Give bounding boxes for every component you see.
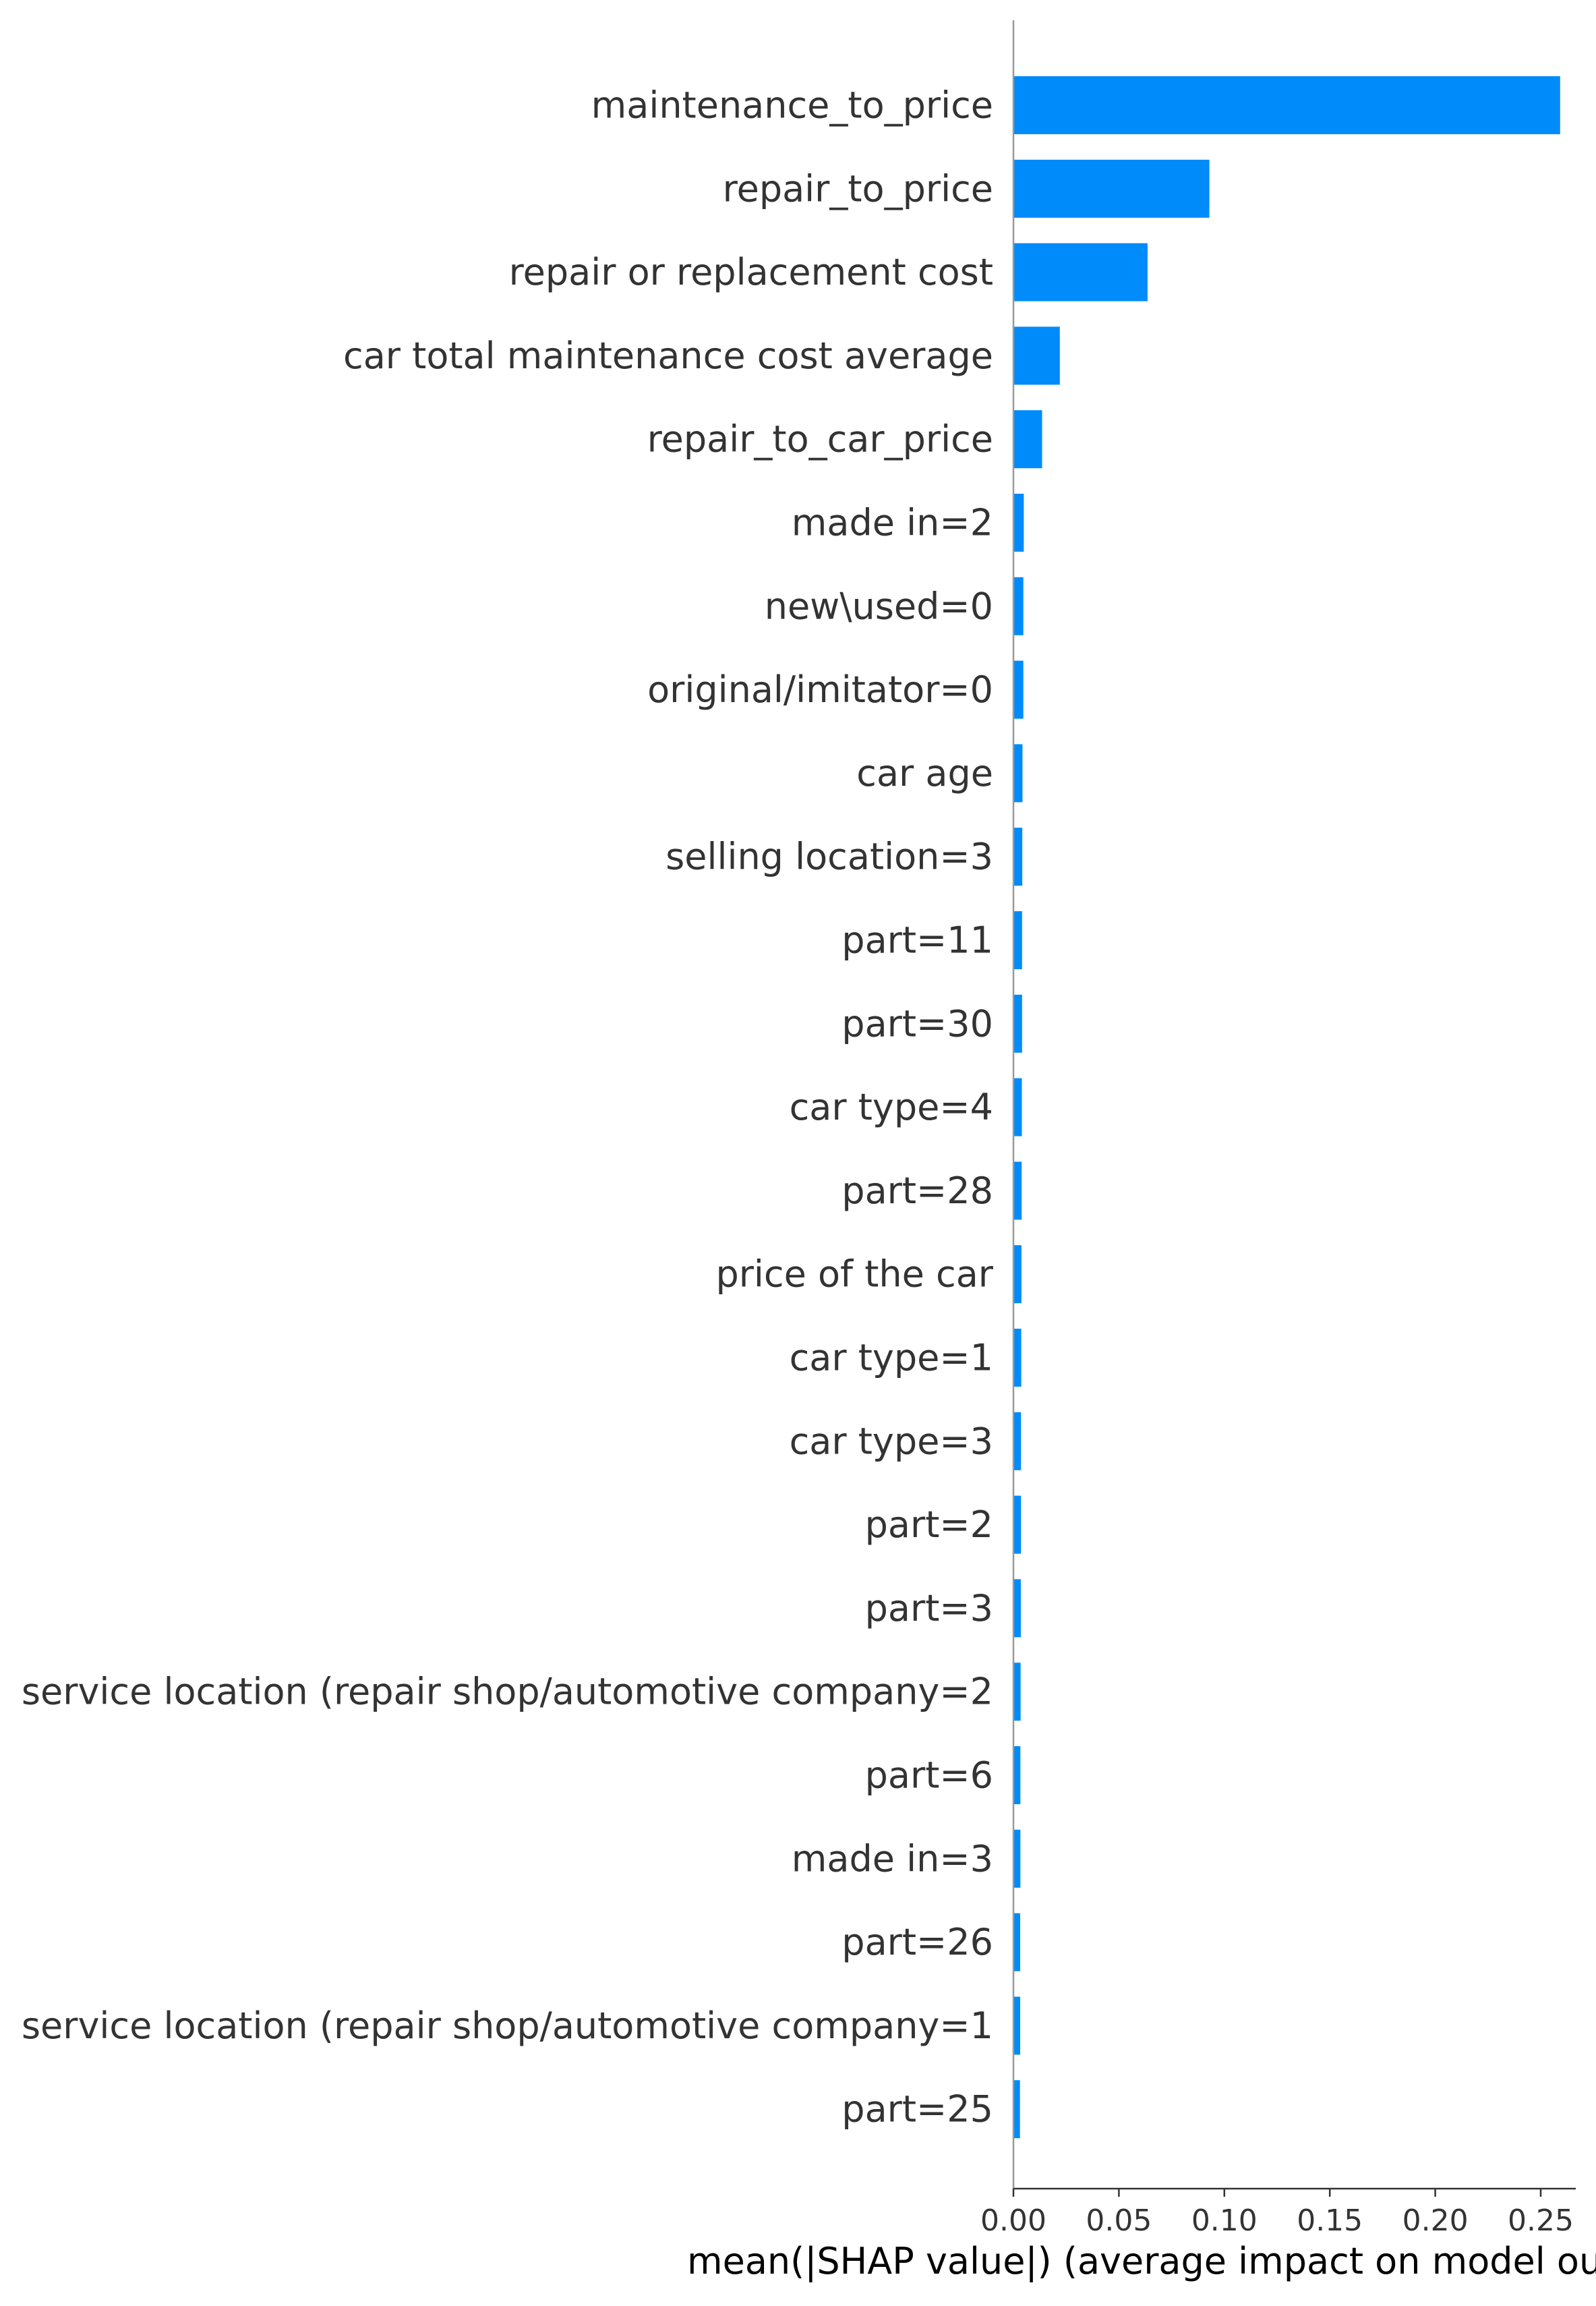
bar xyxy=(1013,994,1022,1053)
bar xyxy=(1013,1829,1021,1888)
bar xyxy=(1013,1913,1021,1971)
category-label: made in=3 xyxy=(792,1837,993,1880)
category-labels: maintenance_to_price repair_to_pricerepai… xyxy=(22,84,994,2131)
category-label: part=6 xyxy=(865,1754,993,1797)
category-label: car age xyxy=(856,752,993,795)
category-label: repair_to_price xyxy=(723,167,993,210)
category-label: part=25 xyxy=(841,2088,993,2131)
bars-layer xyxy=(1013,76,1560,2139)
bar xyxy=(1013,1078,1022,1136)
bar xyxy=(1013,326,1060,385)
category-label: part=11 xyxy=(841,919,993,962)
category-label: part=28 xyxy=(841,1170,993,1212)
bar xyxy=(1013,1663,1021,1721)
x-tick-label: 0.05 xyxy=(1086,2203,1152,2238)
category-label: service location (repair shop/automotive… xyxy=(22,2005,993,2047)
bar xyxy=(1013,1746,1021,1804)
bar xyxy=(1013,577,1024,635)
bar xyxy=(1013,76,1560,134)
category-label: part=26 xyxy=(841,1921,993,1963)
bar xyxy=(1013,159,1210,218)
category-label: service location (repair shop/automotive… xyxy=(22,1671,993,1713)
x-tick-label: 0.15 xyxy=(1297,2203,1363,2238)
bar xyxy=(1013,1412,1022,1470)
category-label: made in=2 xyxy=(792,502,993,544)
category-label: part=3 xyxy=(865,1587,993,1630)
x-tick-label: 0.25 xyxy=(1508,2203,1574,2238)
x-tick-label: 0.20 xyxy=(1402,2203,1469,2238)
bar xyxy=(1013,1996,1021,2055)
category-label: price of the car xyxy=(715,1253,993,1296)
bar xyxy=(1013,828,1023,886)
category-label: original/imitator=0 xyxy=(647,668,993,711)
bar xyxy=(1013,410,1042,469)
category-label: new\used=0 xyxy=(765,585,993,627)
bar xyxy=(1013,1579,1021,1638)
x-axis-label: mean(|SHAP value|) (average impact on mo… xyxy=(687,2240,1596,2282)
category-label: car type=1 xyxy=(790,1337,993,1379)
bar xyxy=(1013,243,1148,301)
category-label: selling location=3 xyxy=(666,836,993,878)
axes: 0.00 0.05 0.10 0.15 0.20 0.25 xyxy=(980,20,1576,2238)
category-label: car total maintenance cost average xyxy=(343,335,993,377)
bar xyxy=(1013,744,1023,803)
x-tick-label: 0.10 xyxy=(1191,2203,1258,2238)
category-label: repair or replacement cost xyxy=(509,251,993,293)
bar xyxy=(1013,911,1022,969)
category-label: part=30 xyxy=(841,1002,993,1045)
category-label: car type=4 xyxy=(790,1086,993,1128)
bar xyxy=(1013,1495,1022,1554)
category-label: maintenance_to_price xyxy=(591,84,993,127)
category-label: part=2 xyxy=(865,1503,993,1546)
bar xyxy=(1013,660,1024,719)
category-label: car type=3 xyxy=(790,1420,993,1462)
x-tick-label: 0.00 xyxy=(980,2203,1046,2238)
bar xyxy=(1013,494,1024,552)
bar xyxy=(1013,2080,1020,2139)
bar xyxy=(1013,1329,1022,1387)
bar xyxy=(1013,1161,1022,1220)
category-label: repair_to_car_price xyxy=(647,418,993,461)
bar xyxy=(1013,1245,1022,1304)
